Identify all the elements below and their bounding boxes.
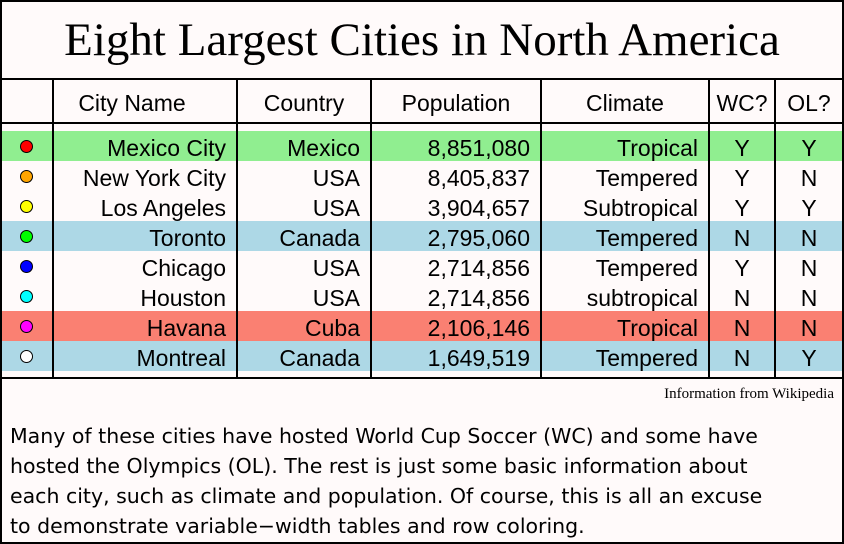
color-dot-icon — [20, 290, 33, 303]
wc-value: N — [733, 345, 751, 371]
table-row: New York City USA 8,405,837 Tempered Y N — [2, 161, 842, 191]
city-table: Mexico City Mexico 8,851,080 Tropical Y Y New … — [2, 124, 842, 379]
country-name: USA — [312, 285, 360, 311]
wc-value: N — [733, 225, 751, 251]
city-name: New York City — [82, 165, 226, 191]
climate-value: Tempered — [595, 345, 698, 371]
column-divider — [52, 80, 54, 377]
population-value: 8,851,080 — [427, 135, 530, 161]
ol-value: N — [800, 315, 818, 341]
column-divider — [540, 80, 542, 377]
page-title: Eight Largest Cities in North America — [2, 2, 842, 80]
source-note: Information from Wikipedia — [664, 386, 834, 402]
city-name: Houston — [140, 285, 226, 311]
table-row: Havana Cuba 2,106,146 Tropical N N — [2, 311, 842, 341]
header-wc: WC? — [716, 90, 768, 116]
country-name: USA — [312, 165, 360, 191]
climate-value: Tempered — [595, 165, 698, 191]
population-value: 2,714,856 — [427, 255, 530, 281]
wc-value: Y — [734, 255, 750, 281]
table-row: Los Angeles USA 3,904,657 Subtropical Y Y — [2, 191, 842, 221]
color-dot-icon — [20, 260, 33, 273]
table-row: Toronto Canada 2,795,060 Tempered N N — [2, 221, 842, 251]
country-name: Mexico — [287, 135, 360, 161]
population-value: 2,714,856 — [427, 285, 530, 311]
population-value: 1,649,519 — [427, 345, 530, 371]
table-row: Mexico City Mexico 8,851,080 Tropical Y Y — [2, 131, 842, 161]
color-dot-icon — [20, 350, 33, 363]
color-dot-icon — [20, 230, 33, 243]
table-row: Chicago USA 2,714,856 Tempered Y N — [2, 251, 842, 281]
city-name: Toronto — [149, 225, 226, 251]
population-value: 3,904,657 — [427, 195, 530, 221]
ol-value: N — [800, 225, 818, 251]
city-name: Los Angeles — [100, 195, 226, 221]
country-name: Canada — [279, 345, 360, 371]
table-row: Houston USA 2,714,856 subtropical N N — [2, 281, 842, 311]
ol-value: N — [800, 165, 818, 191]
population-value: 2,795,060 — [427, 225, 530, 251]
country-name: Cuba — [305, 315, 360, 341]
table-row: Montreal Canada 1,649,519 Tempered N Y — [2, 341, 842, 371]
country-name: USA — [312, 195, 360, 221]
climate-value: Subtropical — [582, 195, 698, 221]
column-divider — [708, 80, 710, 377]
city-name: Havana — [146, 315, 226, 341]
color-dot-icon — [20, 170, 33, 183]
color-dot-icon — [20, 140, 33, 153]
population-value: 2,106,146 — [427, 315, 530, 341]
column-divider — [370, 80, 372, 377]
wc-value: Y — [734, 135, 750, 161]
header-city: City Name — [78, 90, 186, 116]
climate-value: Tempered — [595, 225, 698, 251]
country-name: USA — [312, 255, 360, 281]
description-text: Many of these cities have hosted World C… — [10, 424, 763, 538]
column-divider — [774, 80, 776, 377]
city-name: Chicago — [141, 255, 226, 281]
ol-value: Y — [801, 345, 817, 371]
wc-value: N — [733, 315, 751, 341]
country-name: Canada — [279, 225, 360, 251]
ol-value: N — [800, 255, 818, 281]
climate-value: Tropical — [617, 135, 698, 161]
header-country: Country — [263, 90, 345, 116]
climate-value: subtropical — [586, 285, 698, 311]
wc-value: Y — [734, 195, 750, 221]
ol-value: Y — [801, 135, 817, 161]
climate-value: Tropical — [617, 315, 698, 341]
header-population: Population — [401, 90, 511, 116]
ol-value: Y — [801, 195, 817, 221]
table-header: City Name Country Population Climate WC?… — [2, 80, 842, 124]
wc-value: Y — [734, 165, 750, 191]
color-dot-icon — [20, 200, 33, 213]
climate-value: Tempered — [595, 255, 698, 281]
column-divider — [236, 80, 238, 377]
city-name: Mexico City — [107, 135, 226, 161]
city-name: Montreal — [136, 345, 226, 371]
header-climate: Climate — [586, 90, 664, 116]
wc-value: N — [733, 285, 751, 311]
population-value: 8,405,837 — [427, 165, 530, 191]
color-dot-icon — [20, 320, 33, 333]
header-ol: OL? — [787, 90, 831, 116]
ol-value: N — [800, 285, 818, 311]
